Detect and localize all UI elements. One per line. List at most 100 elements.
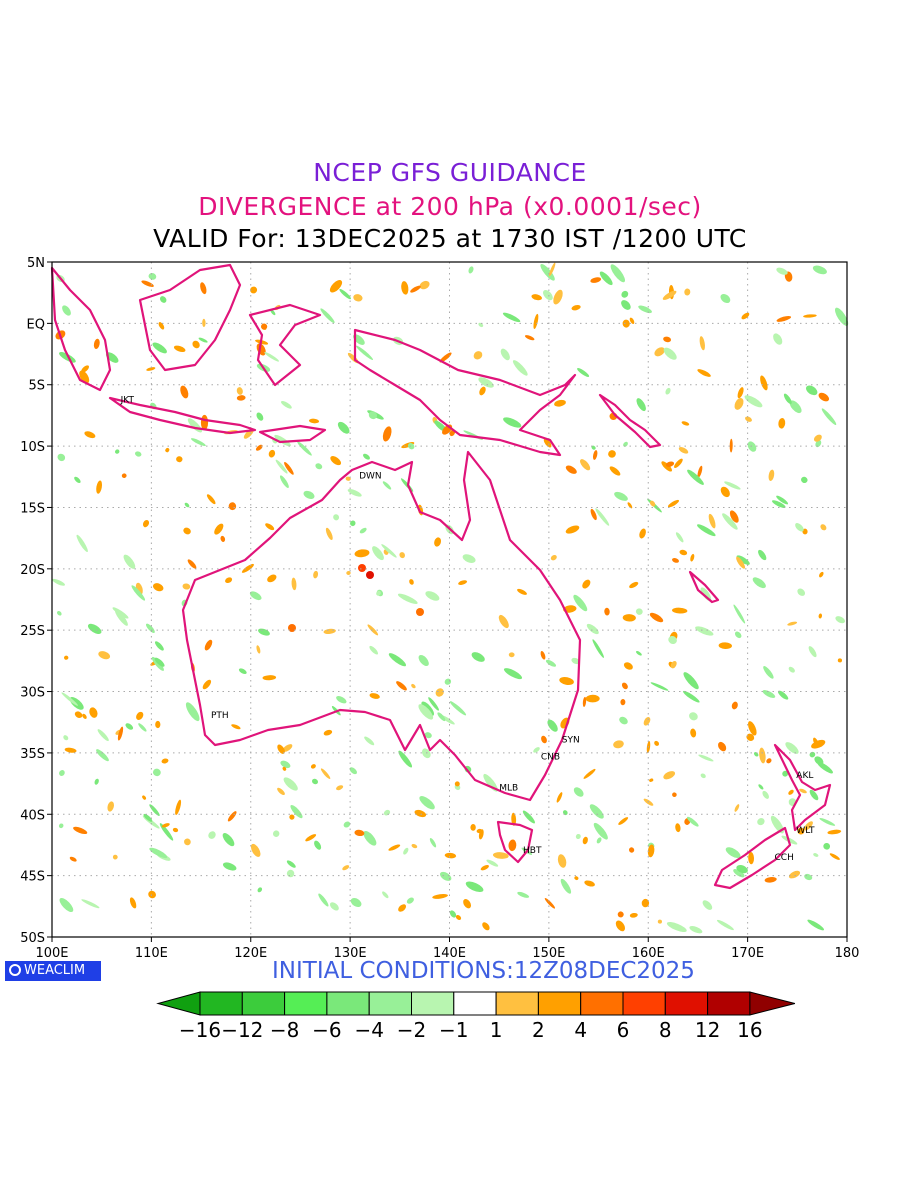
legend-label: 2	[532, 1018, 545, 1042]
divergence-cell	[143, 813, 153, 822]
divergence-cell	[236, 387, 243, 395]
divergence-cell	[802, 528, 808, 535]
divergence-cell	[305, 834, 317, 842]
divergence-cell	[697, 465, 703, 478]
divergence-cell	[801, 476, 808, 484]
city-label: DWN	[359, 472, 382, 482]
divergence-cell	[540, 263, 555, 281]
divergence-cell	[758, 549, 767, 561]
divergence-cell	[722, 513, 738, 530]
divergence-cell	[621, 300, 631, 310]
divergence-cell	[699, 336, 705, 351]
lat-label: 20S	[20, 563, 45, 578]
divergence-cell	[672, 792, 677, 798]
divergence-cell	[208, 831, 216, 839]
divergence-cell	[770, 815, 784, 834]
divergence-cell	[336, 696, 347, 704]
divergence-cell	[190, 438, 206, 447]
divergence-cell	[310, 764, 316, 769]
divergence-cell	[716, 919, 734, 931]
divergence-cell	[771, 500, 786, 508]
coast-lesser-sunda	[258, 424, 327, 444]
divergence-cell	[592, 639, 604, 658]
strong-divergence-spot	[416, 608, 424, 616]
city-label: AKL	[796, 771, 813, 781]
divergence-cell	[785, 742, 799, 754]
divergence-cell	[544, 898, 556, 909]
divergence-cell	[734, 397, 744, 410]
divergence-cell	[323, 729, 333, 736]
divergence-cell	[668, 635, 677, 645]
lat-label: EQ	[27, 317, 45, 332]
divergence-cell	[795, 523, 804, 532]
divergence-cell	[663, 771, 676, 780]
divergence-cell	[353, 294, 363, 302]
divergence-cell	[533, 313, 539, 329]
lat-label: 35S	[20, 747, 45, 762]
divergence-cell	[508, 839, 517, 852]
divergence-cell	[388, 653, 406, 667]
divergence-cell	[596, 837, 602, 844]
divergence-cell	[257, 887, 263, 893]
divergence-cell	[449, 910, 457, 918]
divergence-cell	[758, 784, 764, 790]
divergence-cell	[708, 513, 716, 529]
divergence-cell	[363, 831, 377, 846]
divergence-cell	[482, 922, 490, 931]
divergence-cell	[736, 555, 750, 565]
lat-label: 15S	[20, 501, 45, 516]
divergence-cell	[577, 368, 590, 377]
divergence-cell	[146, 367, 156, 371]
divergence-cell	[241, 563, 254, 573]
divergence-cell	[148, 890, 156, 899]
divergence-cell	[63, 735, 69, 741]
divergence-cell	[318, 893, 329, 907]
divergence-cell	[695, 626, 714, 636]
divergence-cell	[59, 770, 65, 776]
divergence-cell	[582, 696, 587, 707]
legend-label: 16	[737, 1018, 762, 1042]
divergence-cell	[136, 711, 144, 720]
divergence-cell	[152, 583, 164, 592]
divergence-cell	[98, 651, 111, 660]
divergence-cell	[782, 770, 789, 777]
axis-labels: 100E 110E 120E 130E 140E 150E 160E 170E 180 5N EQ 5…	[20, 256, 859, 961]
legend-swatch	[453, 991, 497, 1016]
divergence-cell	[289, 814, 295, 820]
divergence-cell	[388, 844, 401, 851]
divergence-cell	[649, 778, 654, 782]
divergence-cell	[763, 666, 774, 679]
divergence-cell	[666, 921, 687, 933]
divergence-cell	[57, 453, 66, 462]
divergence-cell	[678, 446, 689, 454]
divergence-cell	[323, 628, 336, 634]
divergence-cell	[152, 342, 167, 354]
divergence-cell	[407, 442, 415, 450]
divergence-cell	[591, 445, 596, 450]
divergence-cell	[668, 499, 679, 508]
divergence-cell	[762, 790, 769, 799]
divergence-cell	[502, 312, 521, 323]
divergence-cell	[198, 337, 208, 343]
legend-label: 12	[695, 1018, 720, 1042]
legend-swatch	[284, 991, 328, 1016]
divergence-cell	[153, 768, 161, 777]
divergence-cell	[531, 294, 542, 301]
divergence-cell	[560, 878, 572, 894]
divergence-cell	[582, 579, 591, 589]
divergence-cell	[663, 347, 677, 360]
divergence-cell	[449, 701, 467, 716]
divergence-cell	[629, 912, 638, 918]
divergence-cell	[256, 645, 261, 654]
divergence-cell	[231, 724, 241, 730]
coastlines	[50, 263, 832, 890]
divergence-cell	[222, 862, 237, 871]
divergence-cell	[650, 682, 669, 691]
divergence-cell	[540, 650, 546, 660]
divergence-cell	[813, 853, 819, 857]
divergence-cell	[138, 723, 147, 732]
divergence-cell	[752, 577, 766, 589]
divergence-cell	[562, 810, 568, 816]
divergence-cell	[789, 400, 802, 414]
map-title-line2: DIVERGENCE at 200 hPa (x0.0001/sec)	[198, 192, 702, 221]
